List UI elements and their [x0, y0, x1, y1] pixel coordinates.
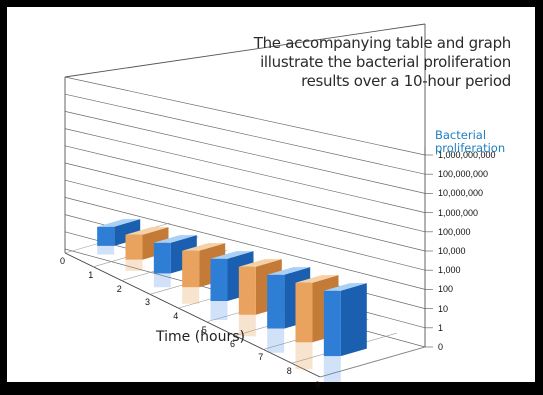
bar-reflection [323, 356, 341, 382]
x-tick-label: 5 [201, 324, 207, 335]
grid-line [64, 197, 426, 290]
y-tick-label: 10,000,000 [438, 188, 484, 199]
y-tick-label: 1,000,000 [438, 207, 479, 218]
bar-side [340, 283, 367, 357]
grid-line [64, 145, 426, 233]
x-tick-label: 9 [315, 380, 321, 390]
x-tick-label: 2 [116, 283, 122, 294]
x-tick-label: 6 [230, 338, 236, 349]
y-axis-title: Bacterial proliferation [435, 129, 535, 155]
bar-top [238, 259, 282, 267]
bar-top [267, 267, 311, 275]
bar-top [153, 235, 197, 243]
grid-line [64, 111, 426, 194]
y-axis-title-line-1: Bacterial [435, 128, 487, 142]
caption-line-3: results over a 10-hour period [301, 72, 511, 90]
x-tick-label: 3 [145, 297, 151, 308]
bar-reflection [125, 259, 143, 271]
bar-top [97, 219, 141, 227]
bar-top [323, 283, 367, 291]
y-tick-label: 1 [438, 322, 444, 333]
bar [97, 226, 115, 246]
bar [153, 242, 171, 274]
bar-reflection [210, 301, 228, 320]
y-tick-label: 10 [438, 303, 449, 314]
bar [125, 234, 143, 260]
x-axis-title: Time (hours) [156, 329, 245, 345]
bar-reflection [238, 314, 256, 337]
y-axis-title-line-2: proliferation [435, 141, 506, 155]
y-tick-label: 100 [438, 284, 454, 295]
bar [182, 250, 200, 288]
bar-top [125, 227, 169, 235]
bar [323, 290, 341, 357]
x-tick-label: 0 [60, 256, 66, 266]
x-tick-label: 7 [258, 352, 264, 363]
bar-reflection [267, 328, 285, 353]
bars-group [97, 219, 367, 382]
bar [267, 274, 285, 329]
bar [210, 258, 228, 301]
grid-line [64, 179, 426, 271]
caption-line-1: The accompanying table and graph [253, 34, 512, 52]
chart-panel: The accompanying table and graph illustr… [7, 7, 535, 390]
grid-line [64, 162, 426, 252]
floor-line [319, 346, 426, 378]
top-edge [64, 23, 426, 78]
x-tick-label: 4 [173, 311, 179, 322]
y-tick-label: 0 [438, 342, 444, 352]
y-tick-label: 100,000 [438, 226, 471, 237]
bar-reflection [182, 287, 200, 304]
bar-top [182, 243, 226, 251]
bar-reflection [97, 245, 115, 255]
y-tick-label: 1,000 [438, 265, 461, 276]
bar-chart-3d [64, 23, 433, 382]
grid-line [64, 76, 426, 156]
x-tick-label: 1 [88, 269, 94, 280]
bar [295, 282, 313, 343]
grid-line [64, 128, 426, 213]
grid-line [64, 93, 426, 175]
bar [238, 266, 256, 315]
x-tick-label: 8 [286, 366, 292, 377]
y-tick-label: 1,000,000,000 [438, 150, 496, 160]
y-tick-label: 100,000,000 [438, 169, 489, 180]
chart-caption: The accompanying table and graph illustr… [181, 34, 512, 91]
bar-reflection [295, 342, 313, 370]
floor-front-left-edge [64, 252, 321, 378]
bar-top [295, 275, 339, 283]
y-tick-label: 10,000 [438, 246, 466, 256]
bar-reflection [153, 273, 171, 288]
caption-line-2: illustrate the bacterial proliferation [260, 53, 511, 71]
bar-top [210, 251, 254, 259]
